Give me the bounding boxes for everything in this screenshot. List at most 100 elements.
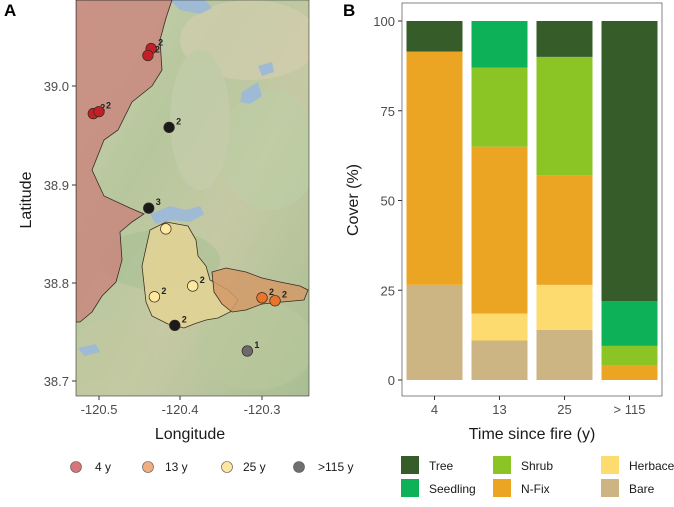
map-x-tick: -120.3 [244, 402, 281, 417]
bar-segment-herbaceous [536, 284, 593, 330]
site-point [256, 292, 268, 304]
site-point [93, 105, 105, 118]
site-points: 222223222221 [87, 38, 287, 357]
site-point [143, 202, 155, 214]
bar-x-tick: 4 [431, 402, 438, 417]
site-point [269, 295, 281, 307]
bar-y-tick: 25 [381, 283, 395, 298]
site-point-label: 3 [156, 197, 161, 207]
bar-segment-bare [471, 340, 528, 380]
lake-ice-house [240, 82, 262, 104]
bar-x-tick: 25 [557, 402, 571, 417]
site-point-label: 2 [161, 286, 166, 296]
bar-segment-bare [536, 329, 593, 380]
map-y-axis: 39.0 38.9 38.8 38.7 [44, 79, 76, 389]
map-y-tick: 38.7 [44, 374, 69, 389]
panel-b-label: B [343, 1, 355, 20]
map-y-label: Latitude [18, 171, 35, 228]
site-point [160, 223, 172, 235]
site-point-label: 2 [200, 275, 205, 285]
map-y-tick: 39.0 [44, 79, 69, 94]
legend-label-4y: 4 y [95, 460, 111, 474]
legend-swatch-n-fix [493, 479, 511, 497]
bar-segment-n-fix [536, 175, 593, 285]
map-x-axis: -120.5 -120.4 -120.3 [81, 396, 281, 417]
site-point [163, 121, 175, 134]
map-x-tick: -120.5 [81, 402, 118, 417]
lake-north [170, 0, 212, 14]
site-point-label: 1 [254, 340, 259, 350]
map-legend: 4 y 13 y 25 y >115 y [70, 460, 353, 474]
bar-chart [406, 21, 658, 380]
bar-segment-seedling [601, 301, 658, 346]
bar-segment-shrub [536, 56, 593, 176]
legend-label-25y: 25 y [243, 460, 266, 474]
fire-perimeter-25y [141, 221, 239, 329]
bar-segment-tree [601, 21, 658, 302]
legend-swatch-115y [293, 461, 305, 473]
bar-segment-bare [406, 284, 463, 380]
bar-segment-shrub [471, 67, 528, 147]
bar-segment-n-fix [406, 51, 463, 285]
legend-label-n-fix: N-Fix [521, 482, 550, 496]
bar-x-label: Time since fire (y) [469, 426, 596, 443]
site-point [169, 319, 181, 332]
site-point-label: 2 [158, 38, 163, 48]
legend-label-herbaceous: Herbaceous [629, 459, 674, 473]
site-point-label: 2 [269, 287, 274, 297]
lake-stumpy [258, 62, 274, 76]
bar-y-tick: 0 [388, 373, 395, 388]
map-frame [75, 0, 310, 397]
legend-label-seedling: Seedling [429, 482, 476, 496]
legend-swatch-shrub [493, 456, 511, 474]
site-point-label: 2 [106, 101, 111, 111]
fire-perimeter-4y [76, 0, 173, 323]
bar-plot-frame [401, 2, 663, 397]
bar-x-tick: > 115 [614, 402, 646, 417]
bar-segment-herbaceous [471, 313, 528, 341]
site-point-label: 2 [155, 44, 160, 54]
bar-y-tick: 100 [373, 14, 395, 29]
legend-swatch-seedling [401, 479, 419, 497]
bar-chart-axes: 4 13 25 > 115 0 25 50 75 100 [373, 2, 663, 417]
legend-label-shrub: Shrub [521, 459, 553, 473]
bar-segment-n-fix [471, 146, 528, 314]
bar-y-label: Cover (%) [345, 164, 362, 236]
lakes [78, 0, 274, 356]
bar-x-tick: 13 [492, 402, 506, 417]
map-y-tick: 38.8 [44, 276, 69, 291]
fire-perimeter-13y [211, 267, 309, 313]
legend-swatch-herbaceous [601, 456, 619, 474]
terrain-relief [76, 0, 309, 396]
site-point-label: 2 [176, 116, 181, 126]
bar-segment-tree [536, 21, 593, 57]
bar-segment-seedling [471, 21, 528, 68]
map-panel: 222223222221 [76, 0, 309, 396]
bar-y-tick: 50 [381, 194, 395, 209]
map-y-tick: 38.9 [44, 178, 69, 193]
site-point [187, 280, 199, 292]
panel-a-label: A [4, 1, 16, 20]
site-point [241, 345, 253, 357]
lake-south [78, 344, 100, 356]
map-x-label: Longitude [155, 426, 225, 443]
bar-y-tick: 75 [381, 104, 395, 119]
legend-label-115y: >115 y [318, 460, 353, 474]
bar-segment-n-fix [601, 365, 658, 380]
legend-label-13y: 13 y [165, 460, 188, 474]
site-point [142, 49, 154, 62]
site-point-label: 2 [282, 290, 287, 300]
legend-label-tree: Tree [429, 459, 454, 473]
legend-label-bare: Bare [629, 482, 655, 496]
legend-swatch-bare [601, 479, 619, 497]
bar-segment-shrub [601, 345, 658, 366]
lake-folsom [150, 206, 204, 224]
bar-segment-tree [406, 21, 463, 52]
legend-swatch-13y [142, 461, 154, 473]
map-x-tick: -120.4 [162, 402, 199, 417]
legend-swatch-25y [221, 461, 233, 473]
bar-legend: Tree Seedling Shrub N-Fix Herbaceous Bare [401, 456, 674, 497]
site-point-label: 2 [182, 314, 187, 324]
legend-swatch-4y [70, 461, 82, 473]
